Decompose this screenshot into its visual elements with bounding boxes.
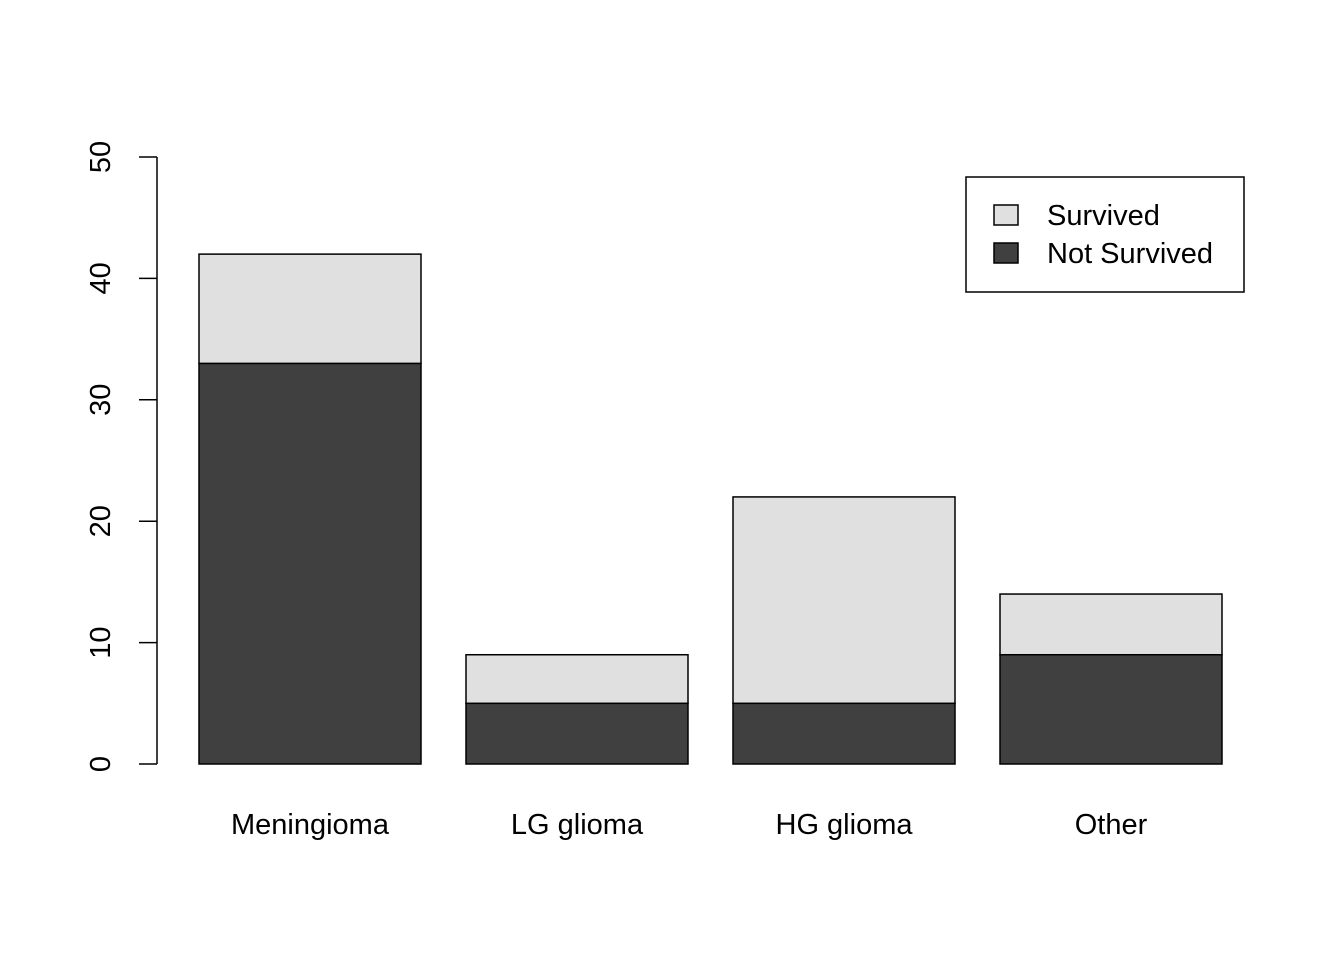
x-tick-label: HG glioma [776,809,914,841]
bar-hg-glioma-survived [732,496,956,705]
x-tick-label: Other [1075,809,1148,841]
x-axis-labels: Meningioma LG glioma HG glioma Other [231,809,1148,841]
bar-hg-glioma-not-survived [732,702,956,765]
legend-box [965,176,1245,293]
y-tick-label: 30 [85,384,117,416]
legend-label: Not Survived [1047,238,1213,270]
bar-other-not-survived [999,653,1223,765]
bar-lg-glioma-not-survived [465,702,689,765]
bars [198,253,1223,765]
bar-other-survived [999,593,1223,656]
legend: Survived Not Survived [965,176,1245,293]
bar-meningioma-not-survived [198,362,422,765]
y-tick-label: 0 [85,756,117,772]
x-tick-label: Meningioma [231,809,390,841]
bar-meningioma-survived [198,253,422,365]
legend-swatch [993,242,1019,264]
legend-label: Survived [1047,200,1160,232]
y-tick-label: 10 [85,626,117,658]
legend-swatch [993,204,1019,226]
x-tick-label: LG glioma [511,809,644,841]
y-tick-label: 20 [85,505,117,537]
y-axis: 0 10 20 30 40 50 [85,141,158,772]
bar-lg-glioma-survived [465,653,689,705]
y-tick-label: 40 [85,262,117,294]
y-tick-label: 50 [85,141,117,173]
